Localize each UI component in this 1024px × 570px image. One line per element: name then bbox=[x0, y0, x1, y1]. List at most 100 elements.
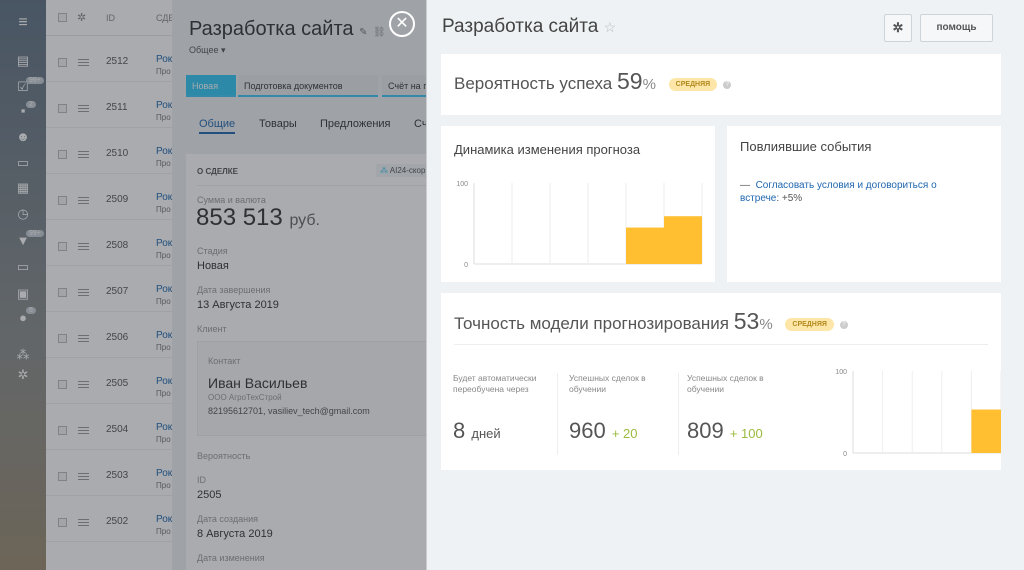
row-checkbox[interactable] bbox=[58, 58, 67, 67]
row-checkbox[interactable] bbox=[58, 334, 67, 343]
row-subtitle: Про bbox=[156, 389, 171, 398]
row-checkbox[interactable] bbox=[58, 518, 67, 527]
tab-offers[interactable]: Предложения bbox=[320, 118, 391, 130]
stage-docs[interactable]: Подготовка документов bbox=[238, 75, 378, 97]
settings-icon[interactable]: ✲ bbox=[17, 367, 29, 382]
star-icon[interactable]: ☆ bbox=[603, 19, 617, 35]
contact-card-icon[interactable]: ▣ bbox=[16, 286, 30, 301]
success-label: Вероятность успеха bbox=[454, 74, 613, 93]
row-name[interactable]: Рок bbox=[156, 284, 173, 295]
help-icon[interactable]: ? bbox=[723, 80, 732, 89]
row-checkbox[interactable] bbox=[58, 472, 67, 481]
event-delta: : +5% bbox=[776, 193, 803, 204]
row-checkbox[interactable] bbox=[58, 242, 67, 251]
bar bbox=[664, 216, 702, 264]
gear-icon[interactable]: ✲ bbox=[77, 12, 87, 24]
row-subtitle: Про bbox=[156, 435, 171, 444]
row-name[interactable]: Рок bbox=[156, 422, 173, 433]
row-checkbox[interactable] bbox=[58, 196, 67, 205]
row-checkbox[interactable] bbox=[58, 426, 67, 435]
row-subtitle: Про bbox=[156, 527, 171, 536]
clock-icon[interactable]: ◷ bbox=[17, 206, 29, 221]
row-name[interactable]: Рок bbox=[156, 146, 173, 157]
row-name[interactable]: Рок bbox=[156, 192, 173, 203]
success-deals-delta: + 20 bbox=[611, 426, 638, 441]
created-label: Дата создания bbox=[197, 514, 258, 524]
link-icon[interactable]: ⛓ bbox=[373, 27, 386, 38]
drag-handle-icon[interactable] bbox=[78, 519, 89, 526]
contact-name[interactable]: Иван Васильев bbox=[208, 375, 308, 391]
contact-block: Контакт Иван Васильев ООО АгроТехСтрой 8… bbox=[197, 341, 426, 436]
success-value: 59 bbox=[617, 68, 643, 94]
category-select[interactable]: Общее ▾ bbox=[189, 45, 226, 55]
row-id: 2503 bbox=[106, 470, 129, 481]
feed-icon[interactable]: ▤ bbox=[16, 53, 30, 68]
ai-scoring-button[interactable]: ⁂ AI24-скор bbox=[376, 164, 426, 177]
id-value: 2505 bbox=[197, 489, 222, 501]
row-subtitle: Про bbox=[156, 205, 171, 214]
menu-icon[interactable]: ≡ bbox=[18, 14, 28, 31]
drag-handle-icon[interactable] bbox=[78, 473, 89, 480]
folder-icon[interactable]: ▭ bbox=[16, 259, 30, 274]
drag-handle-icon[interactable] bbox=[78, 105, 89, 112]
row-name[interactable]: Рок bbox=[156, 514, 173, 525]
help-button[interactable]: помощь bbox=[920, 14, 993, 42]
retrain-stat: Будет автоматически переобучена через 8 … bbox=[453, 373, 558, 455]
select-all-checkbox[interactable] bbox=[58, 13, 67, 22]
row-id: 2509 bbox=[106, 194, 129, 205]
column-deal[interactable]: СДЕ bbox=[156, 13, 175, 23]
dynamics-chart: 0 100 bbox=[456, 181, 703, 269]
close-button[interactable]: ✕ bbox=[389, 11, 415, 37]
tab-products[interactable]: Товары bbox=[259, 118, 297, 130]
drag-handle-icon[interactable] bbox=[78, 243, 89, 250]
settings-button[interactable]: ✲ bbox=[884, 14, 912, 42]
drag-handle-icon[interactable] bbox=[78, 59, 89, 66]
stage-new[interactable]: Новая bbox=[186, 75, 236, 97]
section-title: О СДЕЛКЕ bbox=[197, 167, 238, 176]
row-name[interactable]: Рок bbox=[156, 330, 173, 341]
deal-title: Разработка сайта bbox=[189, 18, 354, 40]
drag-handle-icon[interactable] bbox=[78, 335, 89, 342]
drag-handle-icon[interactable] bbox=[78, 289, 89, 296]
edit-icon[interactable]: ✎ bbox=[359, 27, 368, 38]
event-link[interactable]: Согласовать условия и договориться о вст… bbox=[740, 180, 937, 204]
deal-panel: Разработка сайта ✎ ⛓ Общее ▾ Новая Подго… bbox=[172, 0, 426, 570]
stage-invoice[interactable]: Счёт на п bbox=[382, 75, 426, 97]
users-icon[interactable]: ☻ bbox=[16, 129, 30, 144]
drag-handle-icon[interactable] bbox=[78, 381, 89, 388]
y-tick-label: 100 bbox=[456, 181, 468, 188]
crm-badge: 99+ bbox=[26, 230, 44, 237]
row-name[interactable]: Рок bbox=[156, 468, 173, 479]
row-checkbox[interactable] bbox=[58, 150, 67, 159]
tab-invoices[interactable]: Сч bbox=[414, 118, 426, 130]
row-name[interactable]: Рок bbox=[156, 238, 173, 249]
row-name[interactable]: Рок bbox=[156, 376, 173, 387]
row-id: 2512 bbox=[106, 56, 129, 67]
drag-handle-icon[interactable] bbox=[78, 197, 89, 204]
store-icon[interactable]: ▭ bbox=[16, 155, 30, 170]
tasks-icon[interactable]: ☑ bbox=[17, 79, 29, 94]
success-deals-stat-2: Успешных сделок в обучении 809 + 100 bbox=[687, 373, 797, 455]
drag-handle-icon[interactable] bbox=[78, 151, 89, 158]
chat-icon[interactable]: ▪ bbox=[20, 103, 26, 118]
check-circle-icon[interactable]: ● bbox=[19, 310, 27, 325]
help-icon[interactable]: ? bbox=[839, 320, 848, 329]
tab-general[interactable]: Общие bbox=[199, 118, 236, 134]
row-name[interactable]: Рок bbox=[156, 100, 173, 111]
row-checkbox[interactable] bbox=[58, 288, 67, 297]
drag-handle-icon[interactable] bbox=[78, 427, 89, 434]
row-checkbox[interactable] bbox=[58, 104, 67, 113]
row-checkbox[interactable] bbox=[58, 380, 67, 389]
retrain-label: Будет автоматически переобучена через bbox=[453, 373, 537, 394]
modal-overlay[interactable] bbox=[0, 0, 426, 570]
column-id[interactable]: ID bbox=[106, 13, 115, 23]
event-item: — Согласовать условия и договориться о в… bbox=[740, 180, 937, 204]
sitemap-icon[interactable]: ⁂ bbox=[16, 347, 30, 362]
id-label: ID bbox=[197, 475, 206, 485]
calendar-icon[interactable]: ▦ bbox=[16, 180, 30, 195]
filter-icon[interactable]: ▼ bbox=[16, 233, 30, 248]
row-name[interactable]: Рок bbox=[156, 54, 173, 65]
row-subtitle: Про bbox=[156, 343, 171, 352]
row-id: 2511 bbox=[106, 102, 128, 113]
accuracy-label: Точность модели прогнозирования bbox=[454, 314, 729, 333]
